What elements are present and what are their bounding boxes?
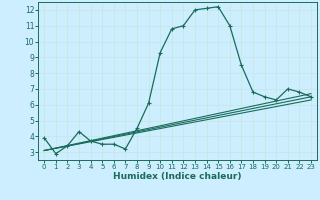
X-axis label: Humidex (Indice chaleur): Humidex (Indice chaleur) xyxy=(113,172,242,181)
